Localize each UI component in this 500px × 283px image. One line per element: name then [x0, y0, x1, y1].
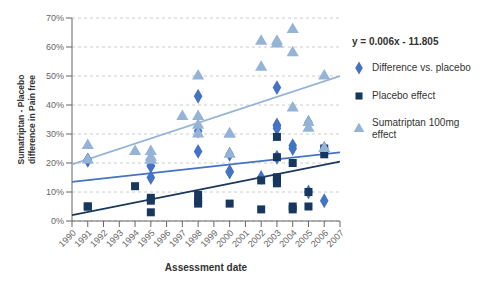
svg-text:2001: 2001 [230, 227, 252, 250]
svg-text:30%: 30% [46, 129, 64, 139]
html-text:Difference vs. placebo: Difference vs. placebo [372, 62, 471, 73]
svg-text:70%: 70% [46, 13, 64, 23]
svg-text:2005: 2005 [293, 227, 315, 250]
svg-text:20%: 20% [46, 158, 64, 168]
svg-text:2007: 2007 [325, 228, 346, 249]
svg-text:1991: 1991 [72, 227, 94, 250]
svg-text:10%: 10% [46, 187, 64, 197]
svg-text:1990: 1990 [56, 227, 78, 250]
svg-text:40%: 40% [46, 100, 64, 110]
svg-text:1993: 1993 [104, 227, 126, 250]
svg-text:0%: 0% [51, 216, 64, 226]
svg-text:50%: 50% [46, 71, 64, 81]
svg-text:2004: 2004 [277, 227, 299, 250]
html-text:Placebo effect: Placebo effect [372, 90, 436, 101]
svg-text:2006: 2006 [308, 227, 331, 250]
svg-text:60%: 60% [46, 42, 64, 52]
svg-text:1994: 1994 [119, 227, 141, 250]
svg-text:1999: 1999 [198, 227, 220, 250]
svg-text:1992: 1992 [88, 227, 110, 250]
svg-text:2000: 2000 [214, 227, 236, 250]
html-text:Sumatriptan 100mg effect: Sumatriptan 100mg effect [372, 117, 460, 140]
svg-text:2003: 2003 [261, 227, 283, 250]
svg-text:2002: 2002 [245, 227, 268, 250]
svg-text:1996: 1996 [151, 227, 173, 250]
html-text:y = 0.006x - 11.805: y = 0.006x - 11.805 [352, 36, 439, 47]
svg-text:Sumatriptan - Placebodifferenc: Sumatriptan - Placebodifference in Pain … [16, 75, 36, 165]
svg-text:1995: 1995 [135, 227, 157, 250]
svg-text:Assessment date: Assessment date [165, 262, 248, 273]
svg-text:1998: 1998 [182, 227, 205, 250]
svg-text:1997: 1997 [167, 227, 189, 250]
